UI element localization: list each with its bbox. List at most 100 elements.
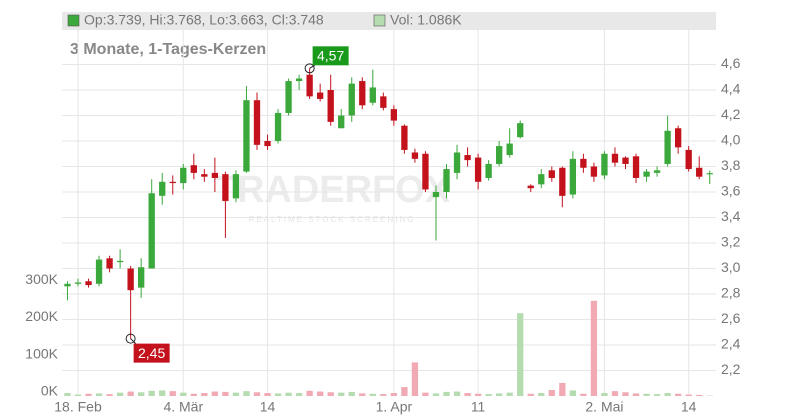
y-tick-label: 4,0 [721,132,741,148]
y-tick-label: 3,8 [721,157,741,173]
candle-body [580,158,587,168]
ohlc-label: Op:3.739, Hi:3.768, Lo:3.663, Cl:3.748 [84,12,324,28]
volume-bar [169,391,176,396]
volume-bar [559,382,566,396]
candle-body [664,130,671,164]
candle-body [706,173,713,175]
volume-bar [506,392,513,396]
candle-body [85,281,92,286]
volume-bar [696,394,703,396]
volume-bar [116,392,124,396]
volume-label: Vol: 1.086K [390,12,462,28]
volume-bar [422,392,429,396]
volume-bar [222,391,229,396]
volume-bar [674,393,682,396]
candle-body [338,115,345,129]
volume-bar [306,390,313,396]
volume-bar [453,391,461,396]
volume-bar [201,393,208,396]
volume-bar [138,392,145,396]
volume-bar [622,392,629,396]
x-tick-label: 14 [681,399,697,415]
volume-bar [643,393,650,396]
x-tick-label: 4. Mär [163,399,203,415]
volume-bar [548,390,555,396]
candle-body [190,165,197,173]
candle-body [359,81,366,106]
header-bar [62,12,716,30]
candle-body [590,166,598,177]
candle-body [538,174,545,185]
candle-body [485,163,492,178]
candle-body [674,128,682,148]
annotation-label: 2,45 [138,345,165,361]
candle-body [548,170,555,178]
candle-body [632,156,640,178]
volume-bar [495,393,503,396]
candle-body [116,260,124,263]
candle-body [653,170,661,173]
candle-body [317,92,324,99]
volume-bar [64,393,71,396]
candle-body [138,267,145,288]
candle-body [611,153,619,163]
volume-bar [359,393,366,396]
volume-bar [401,387,408,396]
volume-bar [127,391,134,396]
x-tick-label: 2. Mai [585,399,623,415]
volume-bar [517,313,524,396]
volume-bar [474,393,482,396]
annotation-label: 4,57 [317,48,344,64]
candle-body [169,181,176,184]
volume-bar [580,393,587,396]
subtitle: 3 Monate, 1-Tages-Kerzen [70,41,266,58]
candle-body [464,155,471,161]
y-tick-label: 3,2 [721,234,741,250]
candle-body [74,282,82,284]
volume-bar [380,394,387,396]
candle-body [127,268,134,291]
volume-bar [485,394,492,396]
candle-body [295,78,303,82]
volume-bar [527,393,534,396]
volume-bar [211,391,219,396]
x-tick-label: 11 [471,399,486,415]
volume-bar [106,394,113,396]
volume-bar [411,362,419,396]
volume-bar [464,393,471,396]
volume-bar [664,393,671,396]
candle-body [443,169,450,192]
watermark-sub: REALTIME STOCK SCREENING [249,215,416,224]
candle-body [327,90,334,122]
volume-bar [369,393,376,396]
candle-body [401,125,408,150]
y-tick-label: 2,8 [721,285,741,301]
candle-body [569,158,577,195]
candle-body [369,87,376,103]
y2-tick-label: 100K [25,345,58,361]
candle-body [422,153,429,190]
candle-body [159,181,166,196]
y-tick-label: 3,4 [721,208,741,224]
volume-bar [148,390,155,396]
candle-body [211,172,219,178]
candle-body [95,259,103,284]
volume-bar [611,391,619,396]
volume-bar [317,391,324,396]
candle-body [380,96,387,108]
candle-body [306,74,313,97]
candle-body [643,171,650,177]
candle-body [274,112,282,141]
x-tick-label: 14 [260,399,276,415]
volume-bar [295,393,303,396]
volume-bar [264,393,271,396]
annotation-marker [125,333,136,344]
candle-body [685,149,692,170]
y-tick-label: 2,6 [721,310,741,326]
candle-body [559,167,566,196]
y-tick-label: 4,6 [721,55,741,71]
watermark: TRADERFOX [214,169,451,211]
candle-body [201,174,208,177]
volume-bar [348,391,355,396]
candle-body [285,81,292,113]
